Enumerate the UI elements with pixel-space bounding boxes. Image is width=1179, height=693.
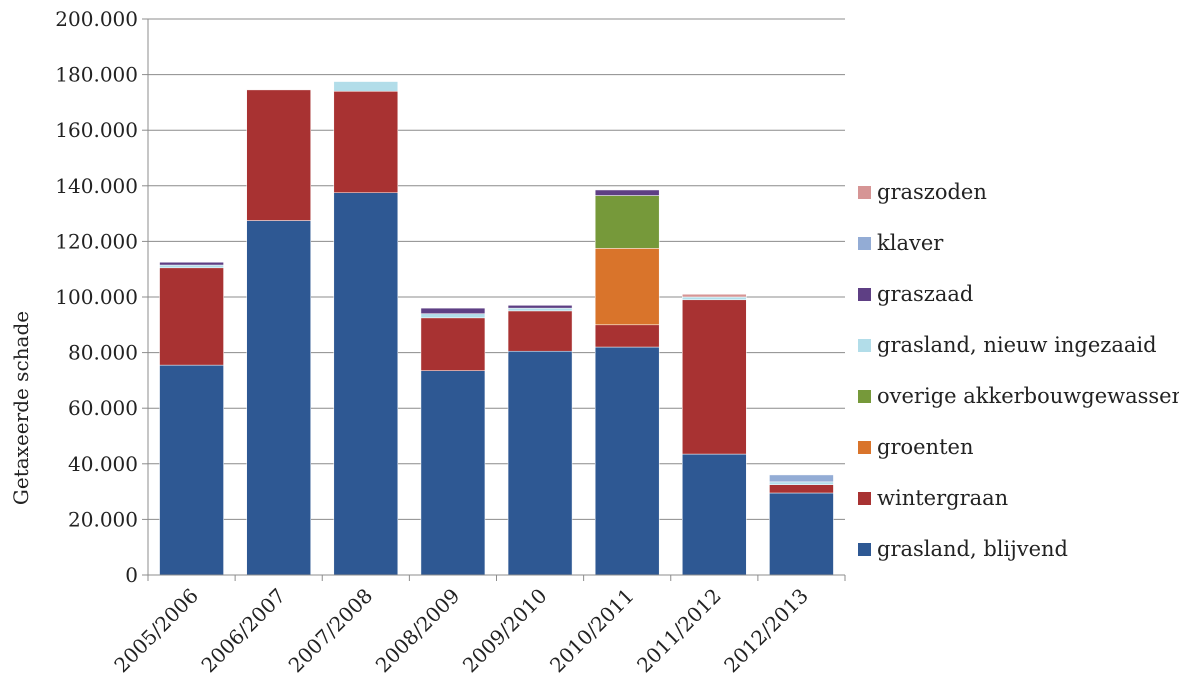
bar-segment (595, 248, 659, 324)
y-tick-label: 200.000 (55, 7, 138, 31)
x-tick-label: 2008/2009 (371, 584, 465, 678)
legend-swatch (858, 339, 871, 352)
y-tick-label: 140.000 (55, 174, 138, 198)
bar-segment (595, 325, 659, 347)
y-tick-labels: 0 20.000 40.000 60.000 80.000 100.000 120.000 1… (55, 7, 138, 587)
bar-segment (508, 311, 572, 351)
x-tick-label: 2009/2010 (458, 584, 552, 678)
bar-segment (160, 365, 224, 575)
legend-label: groenten (877, 435, 973, 459)
bars (160, 82, 834, 575)
x-tick-label: 2007/2008 (284, 584, 378, 678)
legend-swatch (858, 390, 871, 403)
legend-label: grasland, blijvend (877, 537, 1068, 561)
legend-swatch (858, 441, 871, 454)
legend-label: grasland, nieuw ingezaaid (877, 333, 1157, 357)
legend-swatch (858, 543, 871, 556)
bar-segment (682, 294, 746, 297)
legend-label: wintergraan (877, 486, 1008, 510)
bar-segment (160, 268, 224, 365)
bar-segment (421, 318, 485, 371)
bar-segment (421, 308, 485, 314)
bar-segment (595, 196, 659, 249)
bar-segment (682, 297, 746, 300)
bar-segment (769, 493, 833, 575)
legend-label: overige akkerbouwgewassen (877, 384, 1179, 408)
y-tick-label: 80.000 (68, 341, 138, 365)
y-tick-label: 60.000 (68, 396, 138, 420)
bar-segment (595, 347, 659, 575)
legend-label: graszaad (877, 282, 973, 306)
legend-label: klaver (877, 231, 944, 255)
bar-segment (160, 262, 224, 265)
bar-segment (421, 371, 485, 575)
y-tick-label: 160.000 (55, 118, 138, 142)
legend-label: graszoden (877, 180, 987, 204)
bar-segment (769, 475, 833, 482)
bar-segment (508, 308, 572, 311)
bar-segment (334, 82, 398, 92)
bar-segment (769, 485, 833, 493)
legend-swatch (858, 492, 871, 505)
bar-segment (334, 91, 398, 192)
x-tick-label: 2012/2013 (719, 584, 813, 678)
y-tick-label: 100.000 (55, 285, 138, 309)
bar-segment (334, 193, 398, 575)
bar-segment (769, 482, 833, 485)
bar-segment (595, 190, 659, 196)
y-tick-label: 20.000 (68, 507, 138, 531)
x-tick-label: 2011/2012 (632, 584, 726, 678)
legend-swatch (858, 288, 871, 301)
bar-segment (508, 305, 572, 308)
x-tick-label: 2006/2007 (196, 584, 290, 678)
legend-swatch (858, 186, 871, 199)
bar-segment (160, 265, 224, 268)
x-tick-label: 2010/2011 (545, 584, 639, 678)
bar-segment (247, 221, 311, 575)
bar-segment (421, 314, 485, 318)
bar-segment (682, 454, 746, 575)
y-tick-label: 40.000 (68, 452, 138, 476)
y-tick-label: 180.000 (55, 63, 138, 87)
y-tick-label: 120.000 (55, 229, 138, 253)
bar-segment (682, 300, 746, 454)
legend-swatch (858, 237, 871, 250)
y-tick-label: 0 (125, 563, 138, 587)
y-axis-label: Getaxeerde schade (9, 311, 33, 505)
bar-segment (508, 351, 572, 575)
x-tick-labels: 2005/20062006/20072007/20082008/20092009… (109, 584, 813, 678)
bar-segment (247, 90, 311, 221)
legend: graszoden klaver graszaad grasland, nieuw i… (858, 180, 1179, 561)
x-tick-label: 2005/2006 (109, 584, 203, 678)
